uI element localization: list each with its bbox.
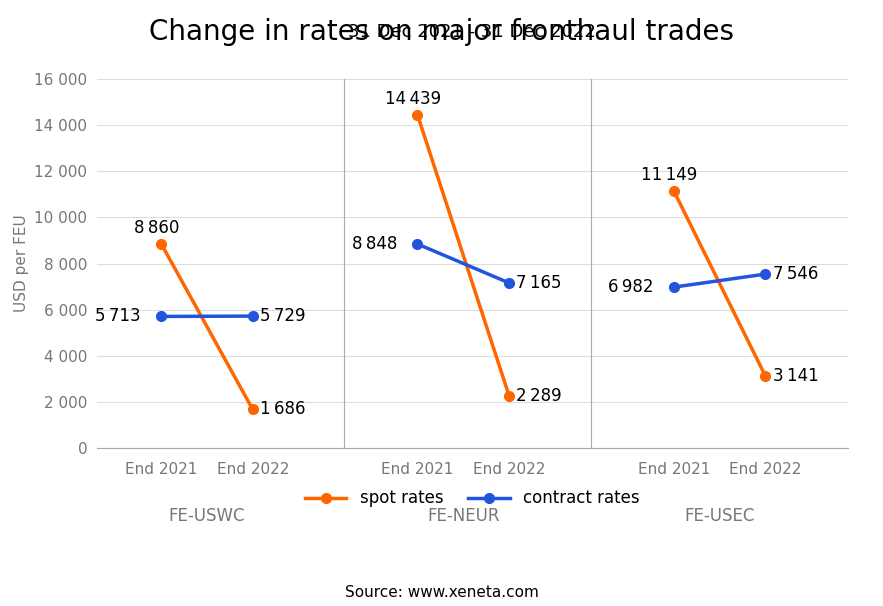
Legend: spot rates, contract rates: spot rates, contract rates [298, 483, 646, 514]
Text: 6 982: 6 982 [608, 278, 653, 296]
Text: FE-USEC: FE-USEC [684, 507, 755, 525]
Text: 8 848: 8 848 [352, 235, 397, 253]
Y-axis label: USD per FEU: USD per FEU [14, 215, 29, 313]
Text: 5 713: 5 713 [95, 307, 141, 325]
Text: 2 289: 2 289 [517, 387, 562, 405]
Text: 14 439: 14 439 [385, 90, 441, 108]
Text: 1 686: 1 686 [260, 401, 306, 419]
Title: 31 Dec 2021 - 31 Dec 2022: 31 Dec 2021 - 31 Dec 2022 [349, 23, 596, 41]
Text: 11 149: 11 149 [641, 167, 698, 184]
Text: FE-NEUR: FE-NEUR [427, 507, 500, 525]
Text: 7 546: 7 546 [773, 265, 818, 283]
Text: Source: www.xeneta.com: Source: www.xeneta.com [344, 585, 539, 600]
Text: 7 165: 7 165 [517, 274, 562, 292]
Text: 8 860: 8 860 [134, 219, 179, 238]
Text: FE-USWC: FE-USWC [169, 507, 245, 525]
Text: Change in rates on major fronthaul trades: Change in rates on major fronthaul trade… [149, 18, 734, 46]
Text: 5 729: 5 729 [260, 307, 306, 325]
Text: 3 141: 3 141 [773, 367, 819, 385]
